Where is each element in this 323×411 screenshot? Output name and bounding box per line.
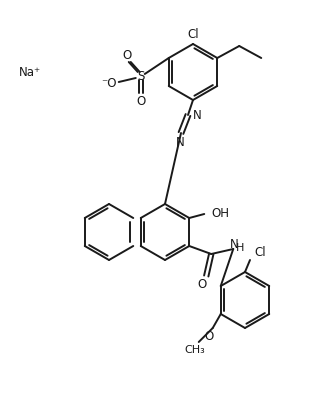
Text: O: O <box>198 279 207 291</box>
Text: O: O <box>122 48 131 62</box>
Text: O: O <box>204 330 214 342</box>
Text: Cl: Cl <box>254 247 266 259</box>
Text: CH₃: CH₃ <box>184 345 205 355</box>
Text: ⁻O: ⁻O <box>101 76 117 90</box>
Text: N: N <box>230 238 239 250</box>
Text: N: N <box>193 109 201 122</box>
Text: OH: OH <box>211 206 229 219</box>
Text: H: H <box>236 243 245 253</box>
Text: N: N <box>176 136 184 148</box>
Text: S: S <box>137 69 144 83</box>
Text: Cl: Cl <box>187 28 199 41</box>
Text: O: O <box>136 95 145 108</box>
Text: Na⁺: Na⁺ <box>19 65 41 79</box>
